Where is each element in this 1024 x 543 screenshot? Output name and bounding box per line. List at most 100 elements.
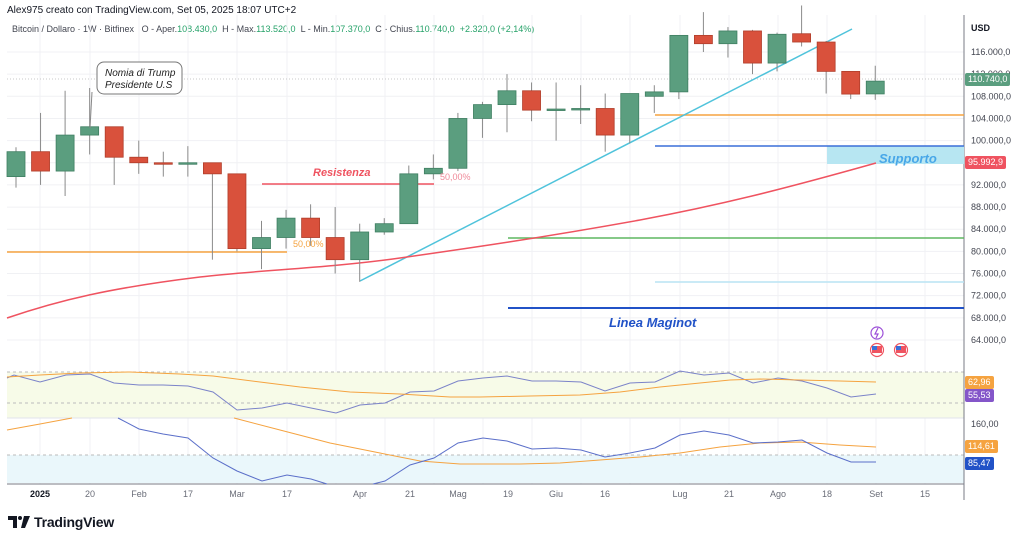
candle[interactable] [80,87,100,155]
last-price-tag: 110.740,0 [965,73,1011,86]
candle[interactable] [55,90,75,196]
tradingview-logo-text: TradingView [34,514,115,530]
candle[interactable] [104,126,124,185]
candle[interactable] [31,112,50,185]
lower-oscillator-main-tag: 85,47 [965,457,994,470]
fib-label-1: 50,00% [293,239,324,249]
candle[interactable] [276,209,296,249]
trendline[interactable] [359,28,853,282]
candle[interactable] [865,65,885,100]
candle[interactable] [301,204,321,246]
candlesticks[interactable] [6,5,885,282]
time-tick: Apr [353,489,367,499]
candle[interactable] [743,29,762,75]
price-tick: 88.000,0 [971,202,1006,212]
time-tick: 19 [503,489,513,499]
time-tick: 17 [282,489,292,499]
candle[interactable] [718,27,738,58]
time-axis[interactable]: 2025 20 Feb 17 Mar 17 Apr 21 Mag 19 Giu 16 Lug 21 Ago 1… [30,489,930,499]
upper-oscillator-band [7,372,964,418]
high-value: 113.520,0 [256,24,296,34]
resistance-label: Resistenza [313,167,370,179]
time-tick: Set [869,489,883,499]
candle[interactable] [841,70,861,100]
callout-line-2: Presidente U.S [105,80,173,91]
time-tick: 2025 [30,489,50,499]
lightning-event-icon[interactable] [870,326,884,340]
candle[interactable] [644,85,664,113]
time-tick: Mar [229,489,245,499]
price-tick: 104.000,0 [971,113,1011,123]
callout-box[interactable] [96,61,183,95]
candle[interactable] [227,173,247,252]
lower-oscillator-signal-a[interactable] [6,417,73,431]
candle[interactable] [571,85,591,124]
candle[interactable] [694,12,713,52]
price-tick: 76.000,0 [971,269,1006,279]
candle[interactable] [792,5,811,47]
support-label: Supporto [879,151,937,166]
candle[interactable] [129,140,149,174]
time-tick: 21 [405,489,415,499]
lower-oscillator-signal-b[interactable] [233,417,877,465]
maginot-label: Linea Maginot [609,315,697,330]
moving-average-line[interactable] [6,162,877,319]
upper-oscillator-main[interactable] [6,370,877,414]
lower-oscillator-signal-tag: 114,61 [965,440,998,453]
candle[interactable] [423,154,443,180]
symbol-legend: Bitcoin / Dollaro · 1W · Bitfinex O - Ap… [12,24,535,34]
symbol-name[interactable]: Bitcoin / Dollaro · 1W · Bitfinex [12,24,135,34]
low-value: 107.370,0 [330,24,371,34]
time-tick: Giu [549,489,563,499]
tradingview-logo-icon [8,516,30,528]
close-value: 110.740,0 [415,24,455,34]
callout-line-1: Nomia di Trump [105,68,176,79]
candle[interactable] [202,162,222,260]
price-axis[interactable]: 116.000,0112.000,0108.000,0104.000,0100.… [971,47,1011,345]
price-tick: 108.000,0 [971,91,1011,101]
us-flag-event-icon[interactable] [893,342,909,358]
candle[interactable] [153,151,173,177]
candle[interactable] [669,34,689,100]
candle[interactable] [374,218,394,235]
candle[interactable] [620,93,640,144]
moving-average-tag: 95.992,9 [965,156,1007,169]
lower-oscillator-main-a[interactable] [117,417,328,485]
candle[interactable] [399,165,419,225]
price-tick: 68.000,0 [971,313,1006,323]
upper-oscillator-signal[interactable] [6,371,877,398]
chart-attribution: Alex975 creato con TradingView.com, Set … [7,5,297,16]
oscillator-tick: 160,00 [971,419,999,429]
candle[interactable] [522,82,541,122]
price-tick: 64.000,0 [971,335,1006,345]
candle[interactable] [816,40,836,94]
time-tick: Ago [770,489,786,499]
upper-oscillator-main-tag: 55,53 [965,389,994,402]
candle[interactable] [546,82,566,141]
lower-oscillator-main-b[interactable] [372,430,876,485]
currency-label: USD [971,23,991,33]
support-zone[interactable] [827,146,964,164]
candle[interactable] [473,101,492,138]
time-tick: Lug [672,489,687,499]
price-tick: 84.000,0 [971,224,1006,234]
candle[interactable] [325,207,345,274]
price-tick: 100.000,0 [971,136,1011,146]
change-value: +2.320,0 (+2,14%) [459,24,535,34]
candle[interactable] [178,146,198,177]
candle[interactable] [350,223,370,282]
callout-pointer [89,91,93,129]
time-tick: Feb [131,489,147,499]
candle[interactable] [448,112,468,172]
price-tick: 92.000,0 [971,180,1006,190]
tradingview-logo[interactable]: TradingView [8,514,114,530]
candle[interactable] [252,220,271,270]
time-tick: 17 [183,489,193,499]
us-flag-event-icon[interactable] [869,342,885,358]
candle[interactable] [497,74,517,133]
upper-oscillator-signal-tag: 62,96 [965,376,994,389]
candle[interactable] [595,93,615,152]
candle[interactable] [767,32,787,72]
candle[interactable] [6,147,26,188]
